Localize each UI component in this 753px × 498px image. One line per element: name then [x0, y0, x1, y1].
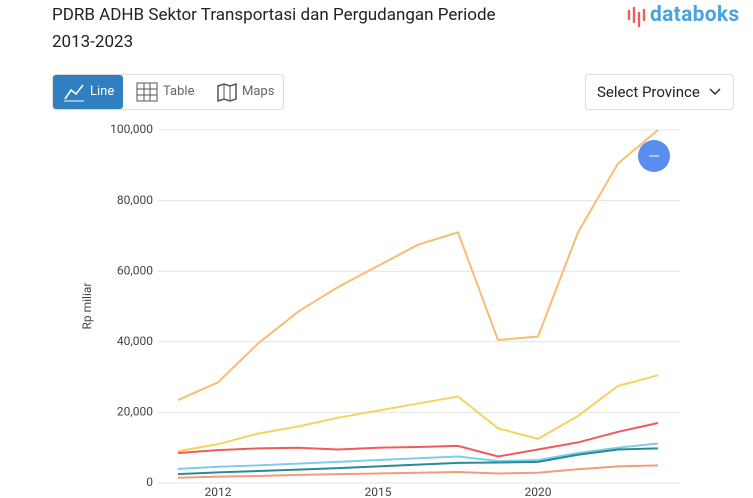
chart-title: PDRB ADHB Sektor Transportasi dan Pergud…	[52, 5, 496, 52]
logo-icon	[627, 6, 646, 28]
tab-label: Table	[163, 84, 195, 99]
x-tick-label: 2015	[365, 485, 392, 498]
x-tick-label: 2020	[525, 485, 552, 498]
y-tick-label: 80,000	[117, 193, 153, 207]
series-line	[177, 464, 659, 479]
y-tick-label: 0	[146, 475, 153, 489]
tab-line[interactable]: Line	[53, 75, 123, 109]
tab-table[interactable]: Table	[133, 75, 203, 109]
select-label: Select Province	[597, 83, 700, 101]
series-line	[177, 422, 659, 458]
logo[interactable]: databoks	[650, 3, 740, 27]
series-line	[177, 374, 659, 453]
chevron	[709, 88, 721, 96]
tab-maps[interactable]: Maps	[213, 75, 281, 109]
y-tick-label: 20,000	[117, 405, 153, 419]
x-tick-label: 2012	[205, 485, 232, 498]
series-line	[177, 447, 659, 476]
province-select[interactable]: Select Province	[585, 74, 734, 110]
view-tabs: Line Table Maps	[52, 74, 284, 110]
tab-label: Line	[90, 84, 115, 99]
y-tick-label: 40,000	[117, 334, 153, 348]
y-tick-label: 60,000	[117, 263, 153, 277]
table-icon	[136, 82, 158, 102]
line-icon	[64, 84, 84, 102]
y-tick-label: 100,000	[110, 122, 153, 136]
maps-icon	[217, 82, 237, 102]
series-line	[177, 442, 659, 470]
tab-label: Maps	[242, 84, 275, 99]
series-line	[177, 129, 659, 401]
y-axis-label: Rp miliar	[80, 283, 94, 330]
